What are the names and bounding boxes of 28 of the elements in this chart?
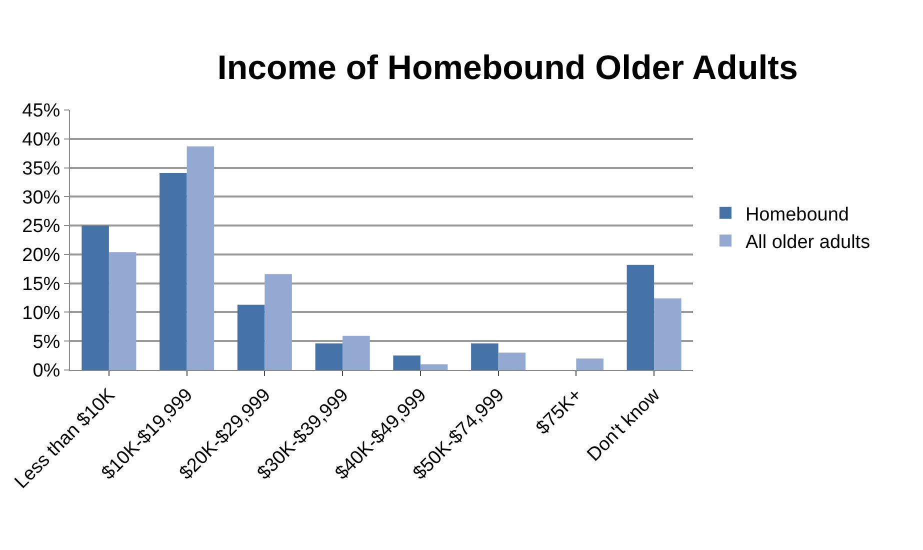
y-tick-label: 30% bbox=[22, 187, 60, 208]
y-tick-label: 10% bbox=[22, 302, 60, 324]
y-tick-label: 25% bbox=[22, 216, 60, 238]
bar bbox=[626, 264, 654, 370]
bar bbox=[237, 304, 265, 370]
bar bbox=[160, 172, 187, 370]
bar bbox=[315, 343, 343, 370]
bar bbox=[498, 352, 526, 370]
bar bbox=[264, 274, 292, 370]
bar bbox=[82, 226, 109, 370]
y-tick-label: 35% bbox=[22, 158, 60, 180]
bar bbox=[471, 343, 498, 370]
chart-title: Income of Homebound Older Adults bbox=[217, 48, 798, 87]
y-tick-label: 45% bbox=[22, 100, 60, 122]
bar bbox=[108, 252, 136, 370]
legend-label: All older adults bbox=[745, 232, 870, 253]
y-tick-label: 5% bbox=[32, 332, 60, 353]
bar bbox=[393, 356, 420, 370]
bar bbox=[576, 358, 604, 370]
y-tick-label: 15% bbox=[22, 274, 60, 295]
y-tick-label: 40% bbox=[22, 130, 60, 151]
bar bbox=[420, 364, 448, 370]
bar bbox=[654, 298, 682, 370]
y-tick-label: 0% bbox=[32, 360, 60, 382]
legend-label: Homebound bbox=[745, 204, 849, 226]
y-tick-label: 20% bbox=[22, 245, 60, 266]
bar bbox=[186, 146, 214, 370]
bar bbox=[342, 336, 370, 370]
